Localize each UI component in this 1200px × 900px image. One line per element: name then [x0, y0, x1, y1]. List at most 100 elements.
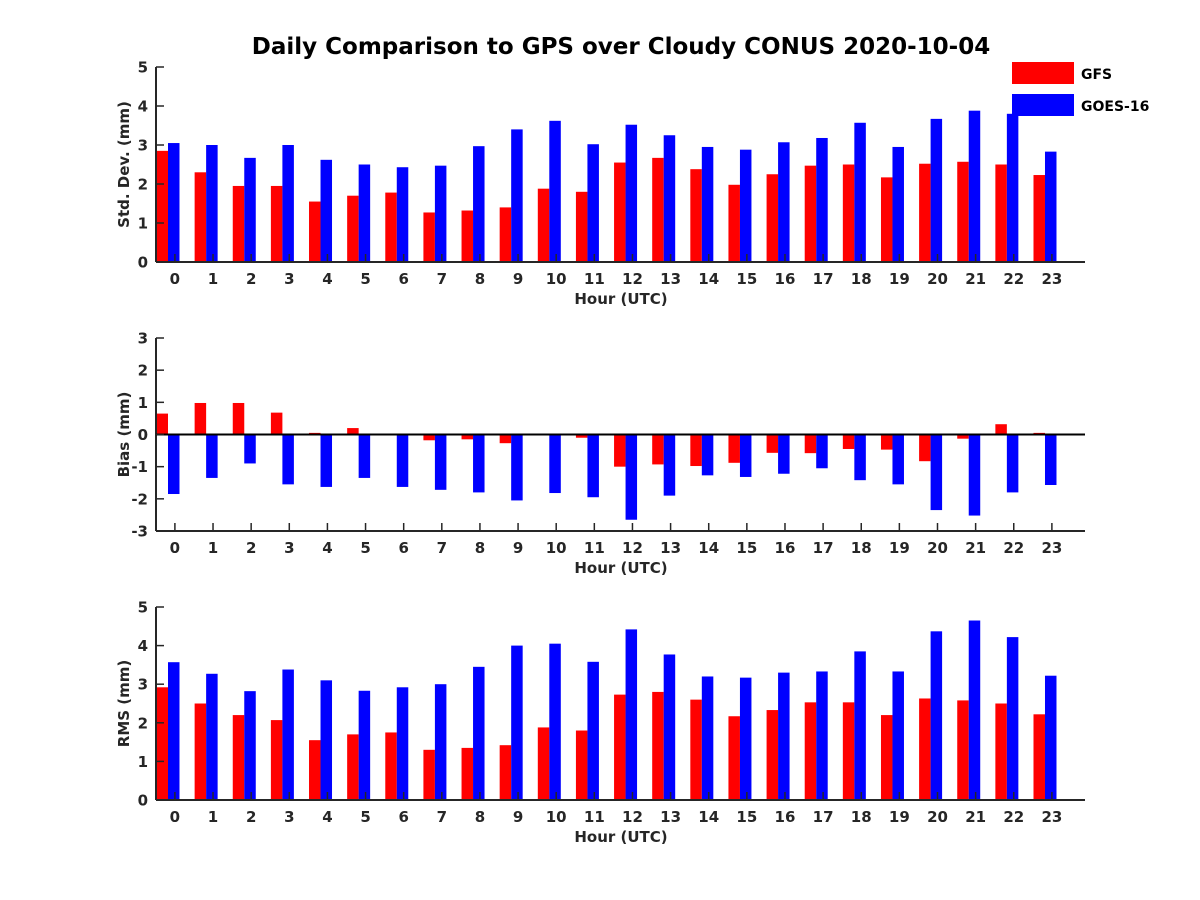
- bias-bar-gfs-14: [690, 434, 702, 467]
- stddev-x-tick-label: 8: [475, 270, 485, 288]
- bias-x-tick-label: 16: [775, 539, 796, 557]
- stddev-bar-gfs-2: [232, 185, 245, 262]
- rms-x-tick-label: 17: [813, 808, 834, 826]
- stddev-bar-goes16-18: [854, 122, 866, 263]
- stddev-bar-goes16-20: [930, 118, 943, 263]
- stddev-bar-goes16-3: [282, 145, 294, 262]
- rms-bar-gfs-20: [919, 698, 931, 800]
- rms-bar-gfs-22: [995, 703, 1007, 800]
- rms-x-tick-label: 2: [246, 808, 256, 826]
- rms-x-tick-label: 9: [513, 808, 523, 826]
- stddev-bar-gfs-0: [156, 150, 168, 262]
- stddev-bar-gfs-8: [461, 210, 474, 262]
- stddev-x-axis-label: Hour (UTC): [574, 290, 667, 308]
- rms-x-tick-label: 22: [1003, 808, 1024, 826]
- bias-x-tick-label: 23: [1041, 539, 1062, 557]
- rms-bar-gfs-16: [766, 710, 779, 800]
- bias-x-tick-label: 12: [622, 539, 643, 557]
- rms-x-tick-label: 6: [398, 808, 408, 826]
- rms-bar-goes16-19: [892, 671, 904, 800]
- rms-y-axis-label: RMS (mm): [115, 660, 133, 747]
- rms-bar-gfs-6: [385, 732, 397, 800]
- stddev-bar-gfs-19: [880, 177, 893, 262]
- stddev-bar-gfs-17: [804, 165, 817, 262]
- stddev-y-tick-label: 0: [138, 254, 148, 272]
- bias-bar-gfs-18: [842, 434, 855, 449]
- stddev-bar-gfs-4: [309, 201, 321, 262]
- rms-x-axis-label: Hour (UTC): [574, 828, 667, 846]
- bias-x-tick-label: 4: [322, 539, 332, 557]
- rms-bar-goes16-13: [663, 654, 676, 800]
- rms-x-tick-label: 7: [437, 808, 447, 826]
- rms-bar-goes16-1: [206, 673, 218, 800]
- bias-y-axis-label: Bias (mm): [115, 392, 133, 478]
- rms-bar-gfs-15: [728, 716, 740, 800]
- rms-bar-goes16-7: [434, 684, 447, 800]
- rms-bar-goes16-2: [244, 691, 256, 800]
- rms-bar-gfs-5: [347, 734, 359, 800]
- stddev-bar-goes16-6: [396, 167, 409, 262]
- stddev-bar-gfs-3: [270, 185, 283, 262]
- rms-bar-gfs-7: [423, 749, 435, 800]
- bias-bar-goes16-3: [282, 434, 294, 485]
- stddev-bar-goes16-8: [473, 146, 485, 262]
- bias-x-tick-label: 8: [475, 539, 485, 557]
- rms-bar-goes16-5: [358, 690, 371, 800]
- stddev-y-tick-label: 2: [138, 176, 148, 194]
- stddev-x-tick-label: 5: [360, 270, 370, 288]
- bias-bar-goes16-1: [206, 434, 218, 478]
- bias-bar-gfs-0: [156, 413, 168, 435]
- bias-bar-gfs-15: [728, 434, 740, 463]
- bias-x-tick-label: 17: [813, 539, 834, 557]
- stddev-bar-goes16-12: [625, 124, 638, 262]
- stddev-bar-gfs-10: [537, 188, 550, 262]
- stddev-x-tick-label: 2: [246, 270, 256, 288]
- bias-x-tick-label: 15: [736, 539, 757, 557]
- bias-bar-gfs-2: [232, 402, 245, 435]
- rms-x-tick-label: 5: [360, 808, 370, 826]
- bias-y-tick-label: 2: [138, 362, 148, 380]
- bias-bar-goes16-17: [816, 434, 828, 469]
- rms-y-tick-label: 4: [138, 637, 148, 655]
- bias-bar-gfs-11: [575, 434, 588, 438]
- bias-bar-goes16-2: [244, 434, 256, 464]
- rms-bar-goes16-22: [1006, 637, 1019, 800]
- stddev-bar-goes16-9: [511, 129, 523, 262]
- stddev-bar-gfs-23: [1033, 175, 1045, 262]
- bias-y-tick-label: 0: [138, 426, 148, 444]
- legend-label-goes16: GOES-16: [1081, 99, 1149, 115]
- rms-bar-gfs-0: [156, 687, 168, 800]
- rms-bar-goes16-11: [587, 661, 599, 800]
- stddev-x-tick-label: 19: [889, 270, 910, 288]
- stddev-bar-goes16-19: [892, 146, 904, 262]
- rms-x-tick-label: 10: [546, 808, 567, 826]
- stddev-x-tick-label: 17: [813, 270, 834, 288]
- stddev-bar-gfs-1: [194, 172, 207, 262]
- stddev-bar-goes16-16: [778, 142, 790, 262]
- rms-y-tick-label: 3: [138, 676, 148, 694]
- rms-bar-goes16-18: [854, 651, 866, 800]
- stddev-x-tick-label: 21: [965, 270, 986, 288]
- rms-x-tick-label: 15: [736, 808, 757, 826]
- bias-bar-goes16-15: [739, 434, 752, 477]
- rms-bar-goes16-0: [168, 662, 180, 800]
- rms-x-tick-label: 20: [927, 808, 948, 826]
- rms-bar-goes16-3: [282, 669, 294, 800]
- rms-bar-gfs-12: [614, 694, 626, 800]
- rms-x-tick-label: 4: [322, 808, 332, 826]
- rms-x-tick-label: 3: [284, 808, 294, 826]
- stddev-bar-gfs-20: [919, 163, 931, 262]
- bias-bar-goes16-12: [625, 434, 638, 520]
- bias-y-tick-label: -2: [131, 490, 148, 508]
- bias-x-tick-label: 22: [1003, 539, 1024, 557]
- rms-y-tick-label: 1: [138, 753, 148, 771]
- bias-bar-goes16-13: [663, 434, 676, 496]
- bias-x-tick-label: 19: [889, 539, 910, 557]
- bias-bar-goes16-9: [511, 434, 523, 501]
- stddev-bar-gfs-7: [423, 212, 435, 262]
- stddev-bar-gfs-11: [575, 191, 588, 262]
- rms-bar-goes16-20: [930, 631, 943, 800]
